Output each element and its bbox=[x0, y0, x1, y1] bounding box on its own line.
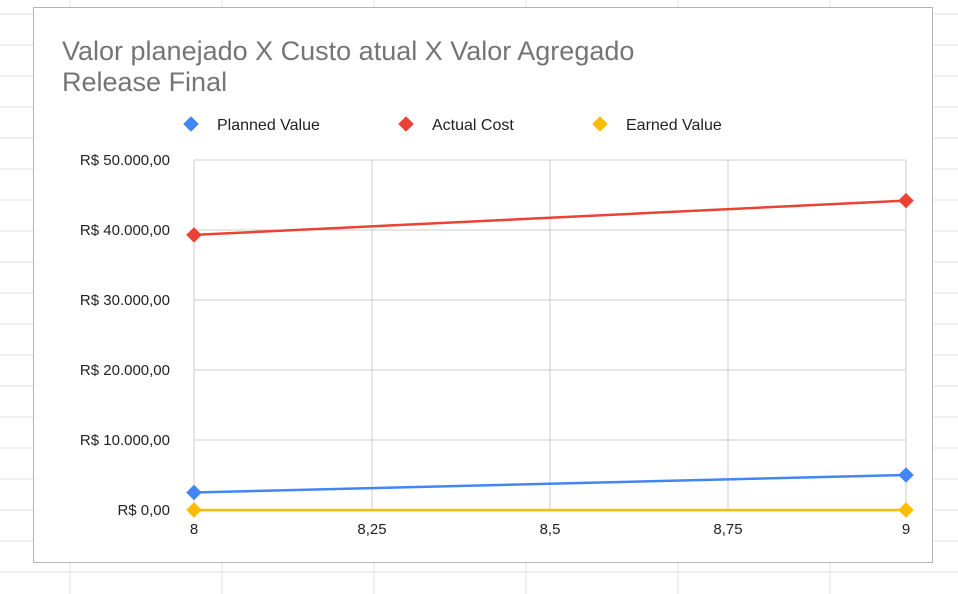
y-tick-label: R$ 50.000,00 bbox=[80, 152, 170, 169]
chart-series bbox=[186, 192, 914, 518]
y-tick-label: R$ 10.000,00 bbox=[80, 432, 170, 449]
x-axis-ticks: 8 8,25 8,5 8,75 9 bbox=[190, 521, 910, 538]
data-point[interactable] bbox=[898, 467, 914, 483]
data-point[interactable] bbox=[186, 502, 202, 518]
chart-legend: Planned Value Actual Cost Earned Value bbox=[183, 116, 722, 134]
series-line bbox=[193, 473, 907, 494]
data-point[interactable] bbox=[898, 502, 914, 518]
y-tick-label: R$ 20.000,00 bbox=[80, 362, 170, 379]
series-line bbox=[193, 199, 907, 237]
data-point[interactable] bbox=[186, 227, 202, 243]
chart-gridlines bbox=[193, 159, 907, 511]
legend-marker bbox=[592, 116, 608, 132]
x-tick-label: 8 bbox=[190, 521, 198, 538]
x-tick-label: 9 bbox=[902, 521, 910, 538]
y-axis-ticks: R$ 0,00 R$ 10.000,00 R$ 20.000,00 R$ 30.000… bbox=[80, 152, 170, 519]
legend-marker bbox=[183, 116, 199, 132]
legend-label: Planned Value bbox=[217, 117, 320, 134]
legend-marker bbox=[398, 116, 414, 132]
chart-title-line-2: Release Final bbox=[62, 67, 227, 97]
legend-label: Earned Value bbox=[626, 117, 722, 134]
line-chart: Valor planejado X Custo atual X Valor Ag… bbox=[62, 36, 914, 538]
x-tick-label: 8,75 bbox=[713, 521, 742, 538]
data-point[interactable] bbox=[186, 484, 202, 501]
x-tick-label: 8,25 bbox=[357, 521, 386, 538]
chart-title-line-1: Valor planejado X Custo atual X Valor Ag… bbox=[62, 36, 634, 66]
x-tick-label: 8,5 bbox=[540, 521, 561, 538]
y-tick-label: R$ 0,00 bbox=[117, 502, 170, 519]
y-tick-label: R$ 40.000,00 bbox=[80, 222, 170, 239]
data-point[interactable] bbox=[898, 192, 914, 209]
legend-label: Actual Cost bbox=[432, 117, 514, 134]
chart-card[interactable]: Valor planejado X Custo atual X Valor Ag… bbox=[33, 7, 933, 563]
y-tick-label: R$ 30.000,00 bbox=[80, 292, 170, 309]
